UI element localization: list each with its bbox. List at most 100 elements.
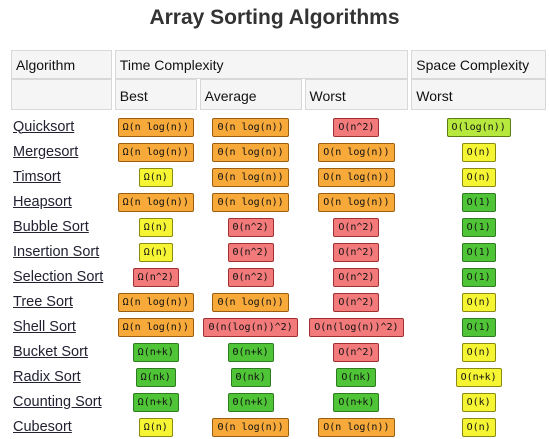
space-complexity-badge: O(n) (461, 292, 496, 312)
best-complexity-badge: Ω(n log(n)) (117, 142, 194, 162)
best-complexity-badge: Ω(n log(n)) (117, 117, 194, 137)
average-complexity-badge: Θ(nk) (230, 367, 271, 387)
algorithm-link[interactable]: Heapsort (13, 193, 72, 210)
average-complexity-badge: Θ(n log(n)) (212, 167, 289, 187)
header-space-complexity: Space Complexity (411, 50, 546, 79)
worst-complexity-badge: O(nk) (336, 367, 377, 387)
algorithm-link[interactable]: Insertion Sort (13, 243, 100, 260)
table-row: Cubesort Ω(n) Θ(n log(n)) O(n log(n)) O(n) (11, 414, 546, 439)
algorithm-link[interactable]: Quicksort (13, 118, 75, 135)
best-complexity-cell: Ω(n+k) (115, 339, 197, 364)
space-complexity-cell: O(n) (411, 139, 546, 164)
algorithm-link[interactable]: Bucket Sort (13, 343, 88, 360)
table-row: Quicksort Ω(n log(n)) Θ(n log(n)) O(n^2) O(l… (11, 114, 546, 139)
space-complexity-badge: O(1) (461, 317, 496, 337)
worst-complexity-cell: O(n^2) (305, 114, 409, 139)
best-complexity-badge: Ω(n) (138, 167, 173, 187)
best-complexity-cell: Ω(n log(n)) (115, 189, 197, 214)
average-complexity-badge: Θ(n log(n)) (212, 117, 289, 137)
worst-complexity-cell: O(n^2) (305, 289, 409, 314)
worst-complexity-cell: O(n^2) (305, 239, 409, 264)
average-complexity-badge: Θ(n+k) (227, 342, 274, 362)
best-complexity-cell: Ω(n) (115, 214, 197, 239)
algorithm-link[interactable]: Timsort (13, 168, 61, 185)
worst-complexity-badge: O(n^2) (333, 292, 380, 312)
space-complexity-cell: O(n) (411, 289, 546, 314)
space-complexity-badge: O(1) (461, 267, 496, 287)
space-complexity-badge: O(n) (461, 417, 496, 437)
average-complexity-badge: Θ(n(log(n))^2) (203, 317, 298, 337)
average-complexity-badge: Θ(n+k) (227, 392, 274, 412)
average-complexity-cell: Θ(nk) (200, 364, 302, 389)
table-row: Heapsort Ω(n log(n)) Θ(n log(n)) O(n log(n)… (11, 189, 546, 214)
worst-complexity-badge: O(n^2) (333, 342, 380, 362)
space-complexity-cell: O(1) (411, 189, 546, 214)
best-complexity-badge: Ω(n) (138, 417, 173, 437)
header-worst: Worst (304, 79, 409, 110)
sorting-complexity-table: Algorithm Time Complexity Space Complexi… (8, 50, 549, 439)
average-complexity-badge: Θ(n^2) (227, 267, 274, 287)
average-complexity-cell: Θ(n^2) (200, 214, 302, 239)
average-complexity-badge: Θ(n log(n)) (212, 192, 289, 212)
worst-complexity-badge: O(n^2) (333, 117, 380, 137)
space-complexity-badge: O(n) (461, 142, 496, 162)
space-complexity-cell: O(n) (411, 164, 546, 189)
worst-complexity-cell: O(n log(n)) (305, 414, 409, 439)
worst-complexity-badge: O(n log(n)) (318, 167, 395, 187)
average-complexity-cell: Θ(n log(n)) (200, 289, 302, 314)
algorithm-link[interactable]: Counting Sort (13, 393, 102, 410)
average-complexity-badge: Θ(n log(n)) (212, 142, 289, 162)
space-complexity-badge: O(n+k) (455, 367, 502, 387)
best-complexity-cell: Ω(n) (115, 239, 197, 264)
space-complexity-badge: O(1) (461, 217, 496, 237)
table-row: Insertion Sort Ω(n) Θ(n^2) O(n^2) O(1) (11, 239, 546, 264)
table-body: Quicksort Ω(n log(n)) Θ(n log(n)) O(n^2) O(l… (11, 114, 546, 439)
header-algorithm: Algorithm (11, 50, 112, 79)
worst-complexity-badge: O(n log(n)) (318, 192, 395, 212)
worst-complexity-cell: O(n log(n)) (305, 164, 409, 189)
space-complexity-cell: O(k) (411, 389, 546, 414)
algorithm-link[interactable]: Shell Sort (13, 318, 76, 335)
space-complexity-badge: O(log(n)) (446, 117, 511, 137)
best-complexity-badge: Ω(n^2) (132, 267, 179, 287)
average-complexity-cell: Θ(n log(n)) (200, 189, 302, 214)
best-complexity-badge: Ω(n+k) (132, 342, 179, 362)
space-complexity-cell: O(log(n)) (411, 114, 546, 139)
space-complexity-cell: O(1) (411, 239, 546, 264)
best-complexity-badge: Ω(n+k) (132, 392, 179, 412)
best-complexity-cell: Ω(nk) (115, 364, 197, 389)
average-complexity-cell: Θ(n log(n)) (200, 139, 302, 164)
worst-complexity-badge: O(n^2) (333, 242, 380, 262)
table-row: Selection Sort Ω(n^2) Θ(n^2) O(n^2) O(1) (11, 264, 546, 289)
algorithm-link[interactable]: Mergesort (13, 143, 79, 160)
algorithm-link[interactable]: Cubesort (13, 418, 72, 435)
worst-complexity-cell: O(n^2) (305, 339, 409, 364)
average-complexity-cell: Θ(n+k) (200, 389, 302, 414)
space-complexity-cell: O(n) (411, 339, 546, 364)
best-complexity-cell: Ω(n log(n)) (115, 139, 197, 164)
best-complexity-cell: Ω(n log(n)) (115, 314, 197, 339)
algorithm-link[interactable]: Tree Sort (13, 293, 73, 310)
worst-complexity-badge: O(n^2) (333, 267, 380, 287)
table-row: Radix Sort Ω(nk) Θ(nk) O(nk) O(n+k) (11, 364, 546, 389)
table-row: Tree Sort Ω(n log(n)) Θ(n log(n)) O(n^2) O(n… (11, 289, 546, 314)
table-row: Bubble Sort Ω(n) Θ(n^2) O(n^2) O(1) (11, 214, 546, 239)
average-complexity-cell: Θ(n^2) (200, 264, 302, 289)
table-row: Mergesort Ω(n log(n)) Θ(n log(n)) O(n log(n… (11, 139, 546, 164)
average-complexity-badge: Θ(n log(n)) (212, 292, 289, 312)
algorithm-link[interactable]: Radix Sort (13, 368, 81, 385)
best-complexity-badge: Ω(n log(n)) (117, 192, 194, 212)
algorithm-link[interactable]: Selection Sort (13, 268, 104, 285)
space-complexity-badge: O(n) (461, 342, 496, 362)
algorithm-link[interactable]: Bubble Sort (13, 218, 89, 235)
worst-complexity-badge: O(n^2) (333, 217, 380, 237)
header-time-complexity: Time Complexity (114, 50, 409, 79)
header-best: Best (114, 79, 197, 110)
page-title: Array Sorting Algorithms (149, 6, 400, 29)
best-complexity-badge: Ω(n log(n)) (117, 292, 194, 312)
best-complexity-badge: Ω(n log(n)) (117, 317, 194, 337)
space-complexity-badge: O(k) (461, 392, 496, 412)
space-complexity-cell: O(1) (411, 264, 546, 289)
header-space-worst: Worst (411, 79, 546, 110)
space-complexity-cell: O(n+k) (411, 364, 546, 389)
